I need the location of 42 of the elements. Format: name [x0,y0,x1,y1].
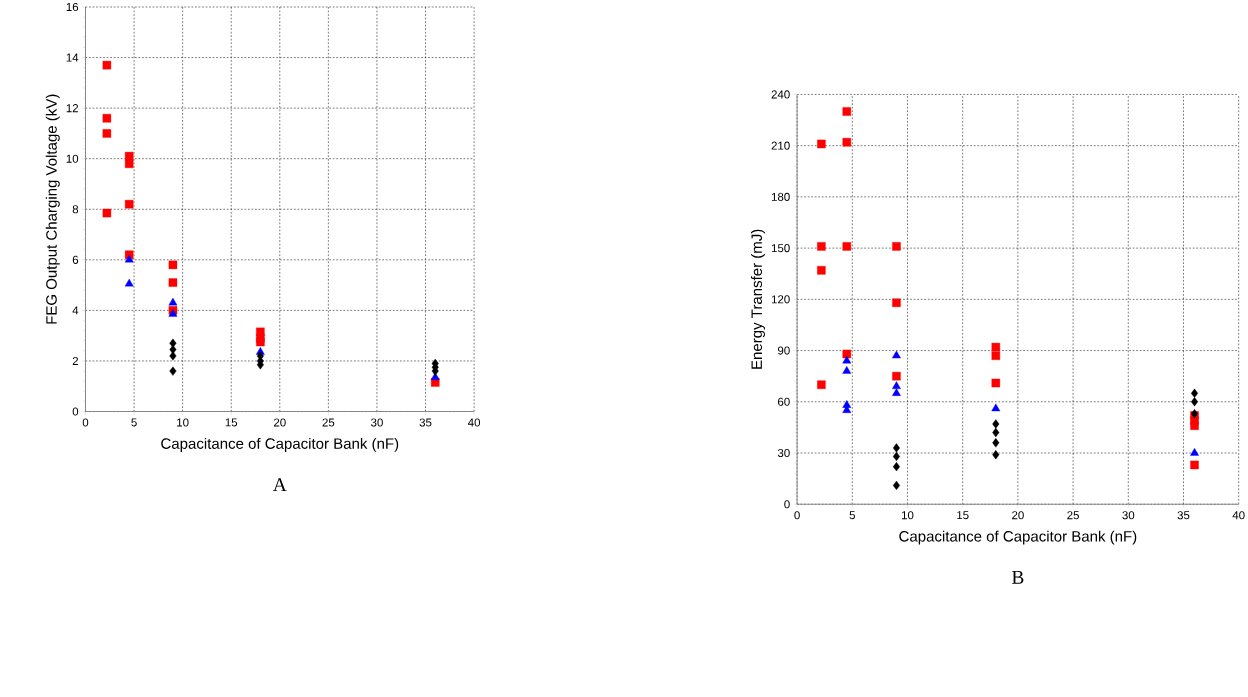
x-axis-title: Capacitance of Capacitor Bank (nF) [161,437,399,452]
y-tick-label: 12 [66,104,79,113]
x-tick-label: 40 [467,418,481,427]
x-tick-label: 35 [419,418,432,427]
y-tick-label: 4 [72,306,79,315]
y-tick-label: 6 [72,255,79,264]
x-tick-label: 20 [1012,511,1024,520]
x-axis-title: Capacitance of Capacitor Bank (nF) [899,530,1137,545]
y-tick-label: 210 [771,141,790,150]
y-tick-label: 10 [66,154,79,163]
x-tick-label: 0 [82,418,89,427]
y-tick-label: 2 [72,356,79,365]
x-tick-label: 40 [1232,511,1245,520]
x-tick-label: 25 [322,418,335,427]
y-tick-label: 0 [72,407,79,416]
x-tick-label: 25 [1067,511,1079,520]
x-tick-label: 30 [1122,511,1135,520]
x-tick-label: 35 [1177,511,1190,520]
y-tick-label: 120 [771,295,790,304]
text: B [1011,570,1024,584]
y-tick-label: 30 [777,448,790,457]
x-tick-label: 10 [901,511,914,520]
y-tick-label: 60 [778,397,790,406]
x-tick-label: 10 [177,418,189,427]
y-tick-label: 8 [72,205,79,214]
x-tick-label: 0 [794,511,800,520]
x-tick-label: 20 [273,418,286,427]
y-tick-label: 90 [777,346,790,355]
x-tick-label: 5 [849,511,855,520]
y-axis-title: FEG Output Charging Voltage (kV) [45,94,60,324]
y-tick-label: 14 [66,53,79,62]
x-tick-label: 30 [371,418,383,427]
y-tick-label: 180 [771,192,790,201]
text: A [272,478,287,491]
y-tick-label: 240 [771,90,790,99]
y-tick-label: 0 [784,500,790,509]
x-tick-label: 5 [131,418,137,427]
y-axis-title: Energy Transfer (mJ) [750,229,765,369]
y-tick-label: 150 [771,243,790,253]
x-tick-label: 15 [957,511,969,520]
x-tick-label: 15 [225,418,238,427]
y-tick-label: 16 [66,2,79,11]
